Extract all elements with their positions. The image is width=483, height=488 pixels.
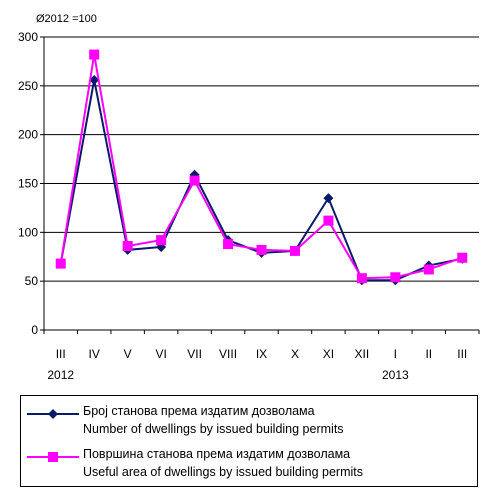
x-tick-label: V — [124, 347, 132, 361]
legend-swatch-dwellings-number — [27, 409, 79, 419]
y-tick-label: 200 — [18, 128, 38, 142]
x-year-label: 2012 — [47, 368, 74, 382]
legend-label-en-2: Useful area of dwellings by issued build… — [83, 465, 364, 479]
x-tick-label: XI — [323, 347, 334, 361]
y-tick-label: 0 — [31, 323, 38, 337]
chart-unit-note: Ø2012 =100 — [36, 13, 97, 25]
x-tick-label: VIII — [219, 347, 237, 361]
series-line — [59, 54, 463, 280]
x-tick-label: VII — [187, 347, 202, 361]
data-point — [390, 272, 401, 283]
data-point — [423, 264, 434, 275]
legend-label-en-1: Number of dwellings by issued building p… — [83, 422, 344, 436]
x-tick-label: II — [425, 347, 432, 361]
y-tick-label: 300 — [18, 30, 38, 44]
x-tick-label: III — [56, 347, 66, 361]
x-tick-label: I — [394, 347, 397, 361]
x-tick-label: XII — [355, 347, 370, 361]
y-tick-label: 150 — [18, 177, 38, 191]
x-tick-label: III — [457, 347, 467, 361]
data-point — [89, 74, 100, 85]
legend-label-sr-1: Број станова према издатим дозволама — [83, 404, 315, 418]
x-tick-label: X — [291, 347, 299, 361]
legend-item-dwellings-area: Површина станова према издатим дозволама… — [21, 444, 477, 484]
x-year-label: 2013 — [382, 368, 409, 382]
legend-swatch-dwellings-area — [27, 452, 79, 462]
chart-legend: Број станова према издатим дозволама Num… — [20, 395, 478, 487]
data-point — [122, 241, 133, 252]
data-point — [256, 244, 267, 255]
data-point — [156, 235, 167, 246]
data-point — [55, 258, 66, 269]
legend-item-dwellings-number: Број станова према издатим дозволама Num… — [21, 401, 477, 441]
x-tick-label: IX — [256, 347, 267, 361]
legend-label-sr-2: Површина станова према издатим дозволама — [83, 447, 351, 461]
data-point — [356, 273, 367, 284]
series-group — [55, 49, 468, 286]
y-tick-label: 50 — [25, 274, 39, 288]
data-point — [457, 252, 468, 263]
series-2 — [55, 49, 468, 284]
data-point — [89, 49, 100, 60]
y-axis-tick-labels: 0 50 100 150 200 250 300 — [18, 30, 38, 337]
data-point — [189, 175, 200, 186]
x-tick-label: IV — [89, 347, 100, 361]
y-tick-label: 250 — [18, 79, 38, 93]
y-tick-label: 100 — [18, 225, 38, 239]
data-point — [323, 193, 334, 204]
gridlines — [40, 36, 480, 334]
data-point — [289, 245, 300, 256]
x-tick-label: VI — [155, 347, 166, 361]
data-point — [223, 239, 234, 250]
data-point — [323, 215, 334, 226]
